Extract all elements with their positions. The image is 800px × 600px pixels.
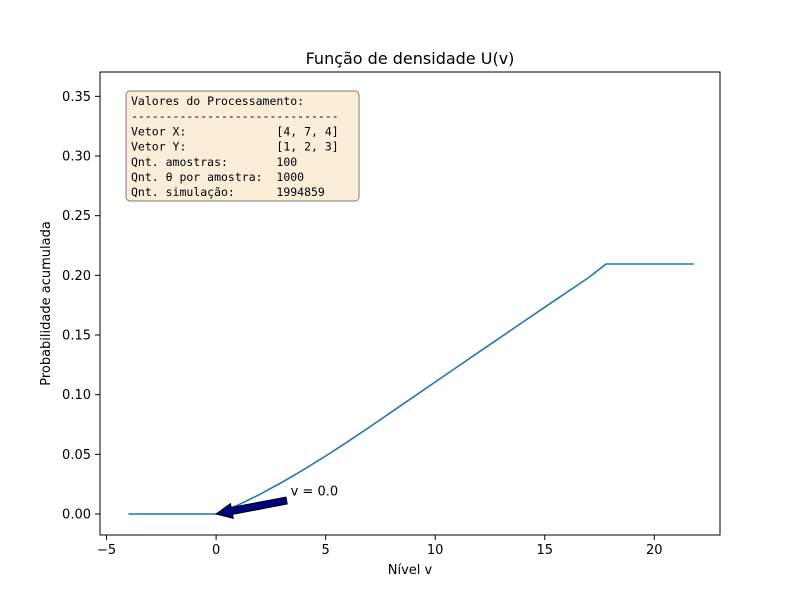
x-axis-ticks: −5 0 5 10 15 20: [97, 535, 663, 558]
y-tick-label: 0.20: [62, 269, 91, 284]
info-box: Valores do Processamento:---------------…: [125, 90, 360, 202]
annotation-label: v = 0.0: [291, 485, 339, 500]
info-box-line: Qnt. simulação: 1994859: [131, 185, 325, 199]
info-box-line: Valores do Processamento:: [131, 94, 304, 108]
info-box-line: Vetor Y: [1, 2, 3]: [131, 140, 339, 154]
y-axis-label: Probabilidade acumulada: [39, 221, 54, 386]
series-line: [128, 263, 694, 515]
y-tick-label: 0.10: [62, 388, 91, 403]
annotation-layer: v = 0.0: [214, 485, 339, 520]
y-tick-label: 0.15: [62, 329, 91, 344]
info-box-line: Qnt. θ por amostra: 1000: [131, 170, 304, 184]
y-axis-ticks: 0.00 0.05 0.10 0.15 0.20 0.25 0.30 0.35: [62, 90, 100, 522]
info-box-background: [125, 90, 360, 202]
x-tick-label: 0: [212, 543, 220, 558]
annotation-arrow: [214, 496, 288, 520]
series-layer: [128, 263, 694, 515]
x-tick-label: 10: [427, 543, 444, 558]
y-tick-label: 0.30: [62, 150, 91, 165]
x-tick-label: −5: [97, 543, 116, 558]
chart-title: Função de densidade U(v): [306, 49, 515, 68]
y-tick-label: 0.25: [62, 209, 91, 224]
info-box-lines: Valores do Processamento:---------------…: [131, 94, 339, 199]
y-tick-label: 0.35: [62, 90, 91, 105]
x-tick-label: 5: [322, 543, 330, 558]
info-box-line: ------------------------------: [131, 109, 339, 123]
info-box-line: Qnt. amostras: 100: [131, 155, 297, 169]
x-axis-label: Nível v: [388, 563, 433, 578]
info-box-line: Vetor X: [4, 7, 4]: [131, 124, 339, 138]
axes-frame: [99, 71, 721, 536]
x-tick-label: 20: [646, 543, 663, 558]
y-tick-label: 0.00: [62, 507, 91, 522]
y-tick-label: 0.05: [62, 448, 91, 463]
x-tick-label: 15: [536, 543, 553, 558]
